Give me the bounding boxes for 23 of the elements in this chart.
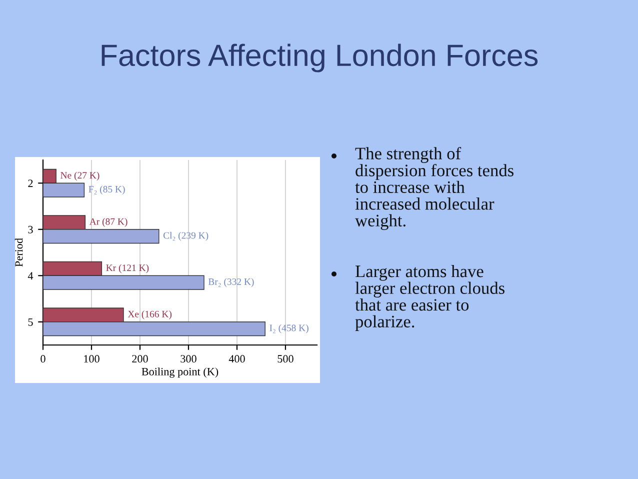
x-tick-label: 500 [278, 355, 294, 363]
data-label: Xe (166 K) [128, 310, 172, 320]
data-label: Br₂ (332 K) [208, 278, 254, 287]
y-tick-label: 3 [28, 226, 33, 234]
x-axis-title: Boiling point (K) [142, 368, 218, 378]
data-label: F₂ (85 K) [88, 186, 125, 194]
x-tick-label: 200 [132, 355, 148, 363]
text: The strength of dispersion forces tends to increase with increased molecular weight. [355, 147, 514, 230]
data-label: Kr (121 K) [106, 264, 149, 274]
x-tick-label: 100 [84, 355, 100, 363]
y-axis-title: Period [14, 238, 23, 267]
x-tick-label: 400 [228, 355, 245, 363]
data-label: Ne (27 K) [60, 172, 100, 181]
y-tick-label: 5 [28, 318, 33, 326]
text: Larger atoms have larger electron clouds that are easier to polarize. [355, 265, 504, 331]
x-tick-label: 300 [180, 355, 196, 363]
data-label: I₂ (458 K) [270, 324, 308, 334]
y-tick-label: 4 [28, 272, 34, 280]
y-tick-label: 2 [28, 180, 33, 187]
data-label: Ar (87 K) [89, 218, 128, 227]
data-label: Cl₂ (239 K) [163, 232, 208, 241]
chart-title: Factors Affecting London Forces [102, 44, 538, 72]
x-tick-label: 0 [40, 355, 46, 363]
